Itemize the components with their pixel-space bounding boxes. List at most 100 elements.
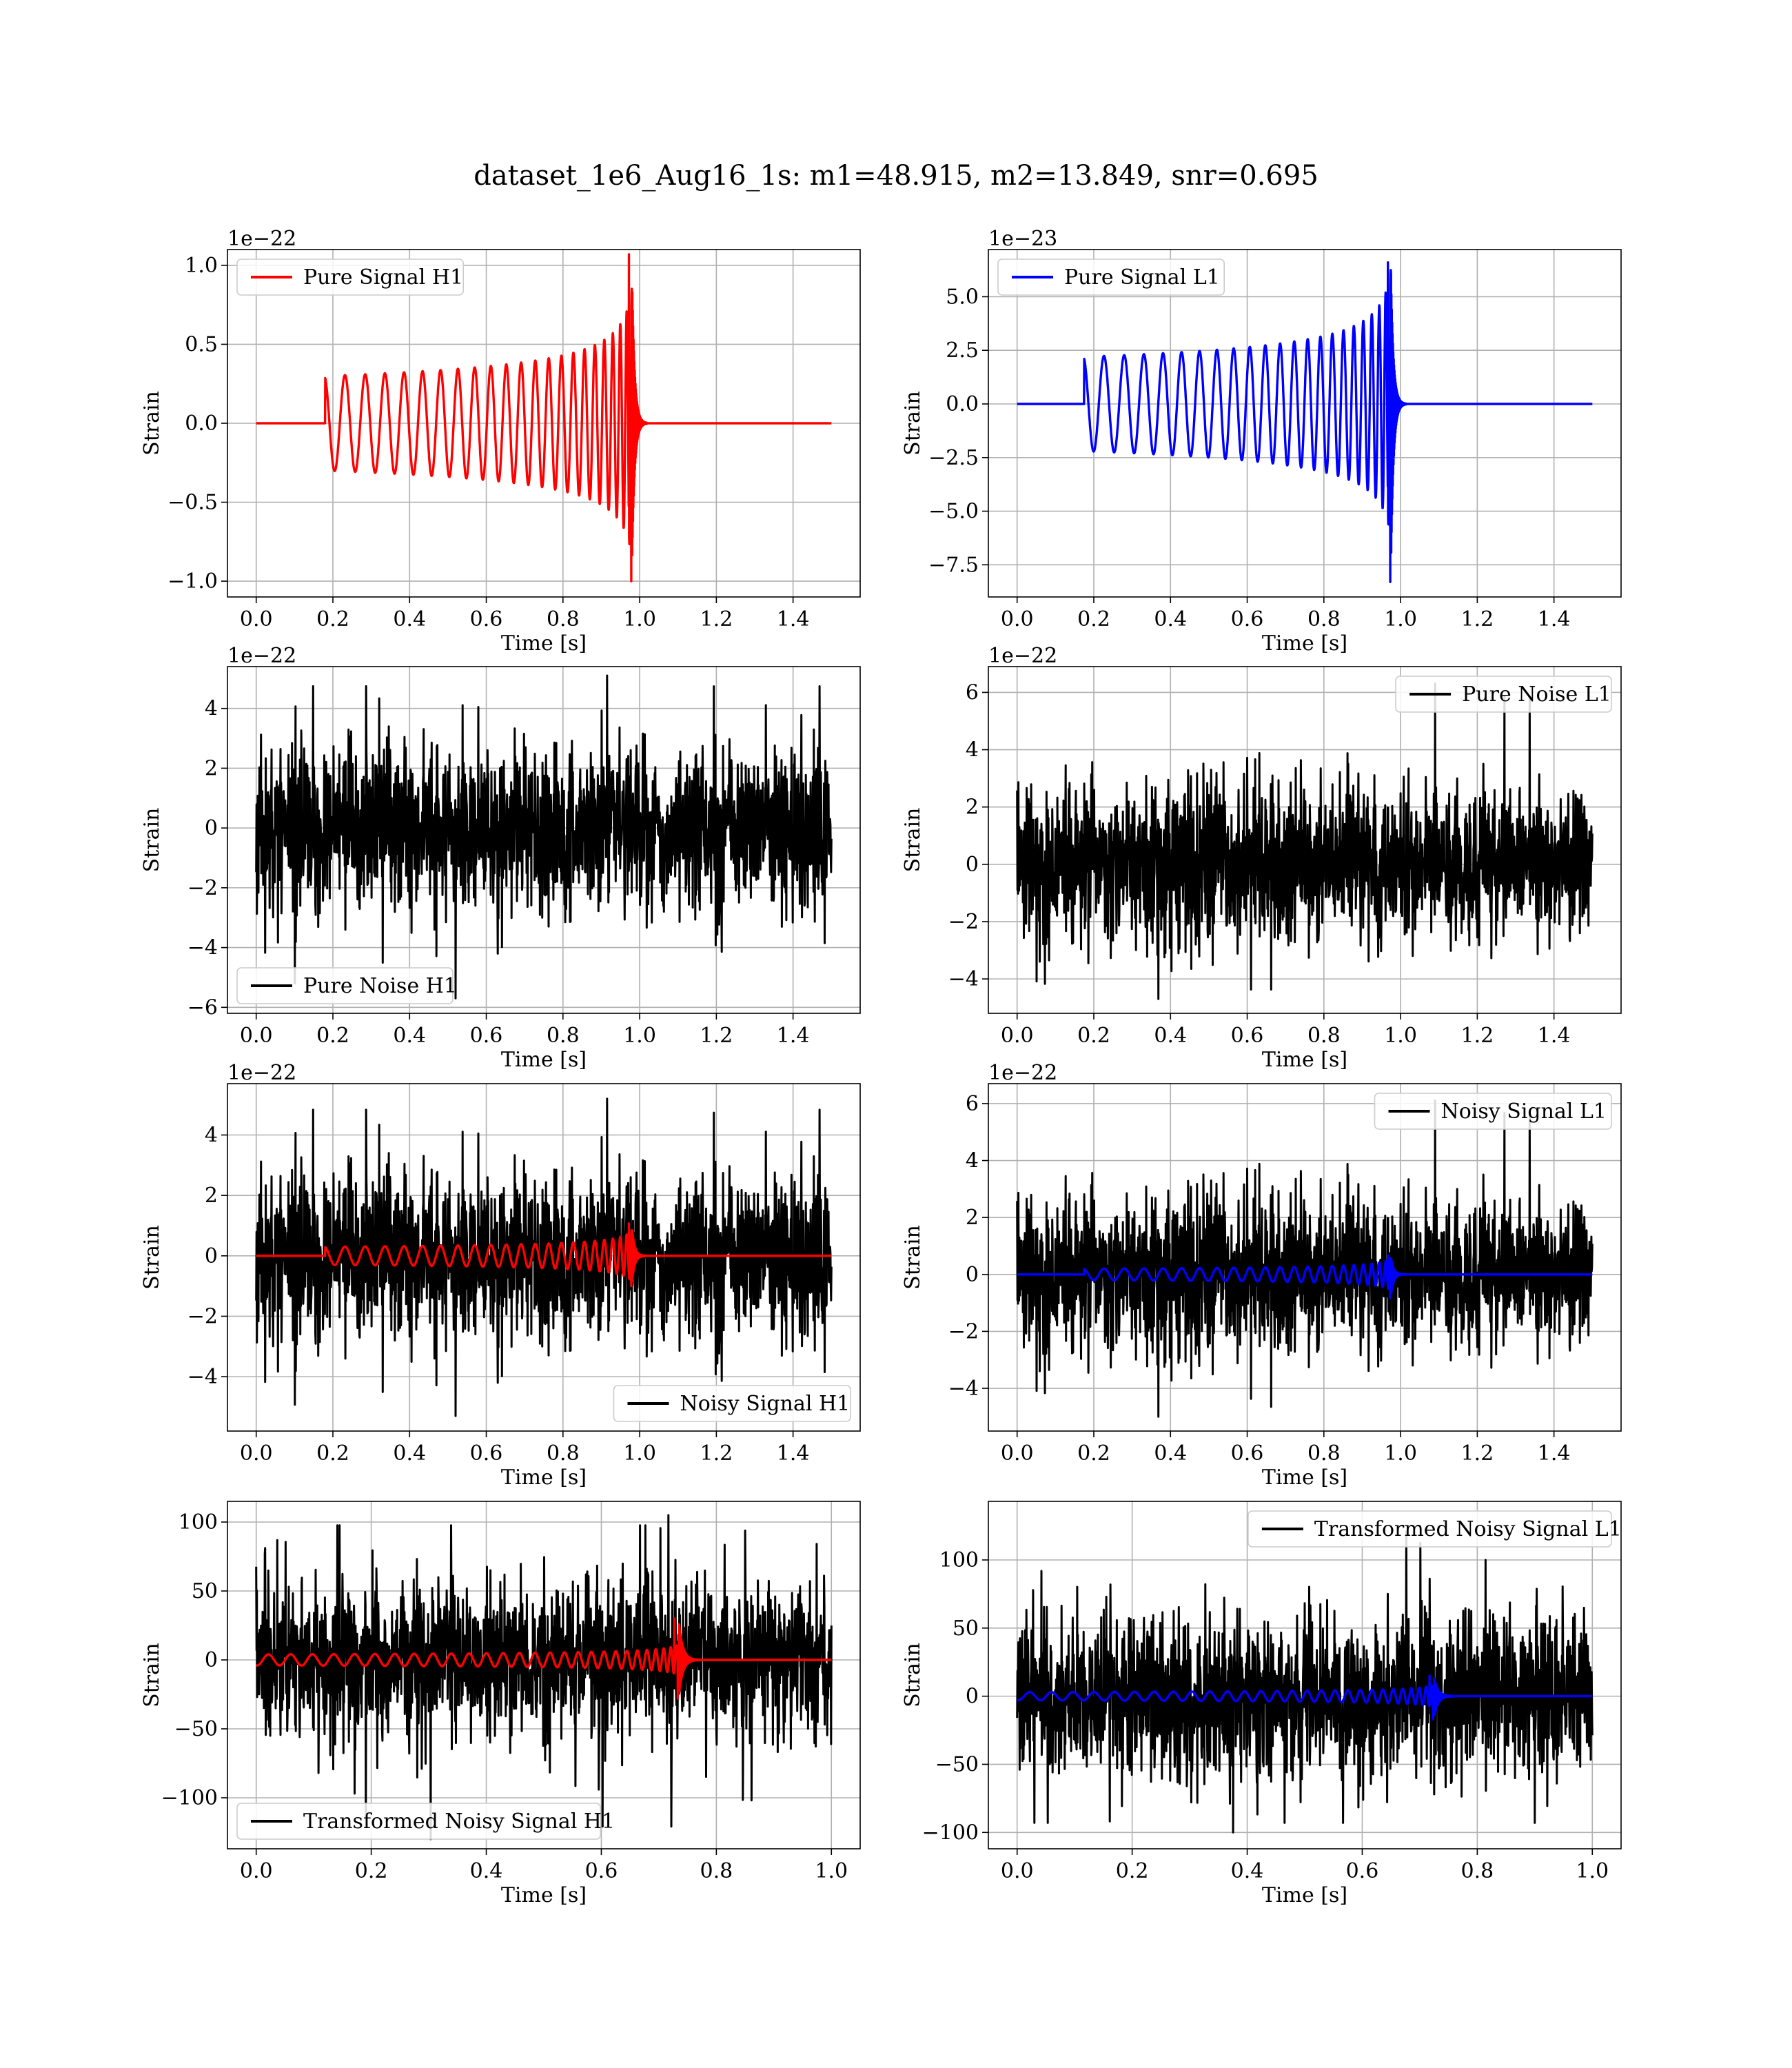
x-tick-label: 1.0 (1576, 1859, 1609, 1883)
legend-label: Pure Noise L1 (1462, 682, 1611, 707)
y-tick-label: −4 (187, 936, 218, 960)
x-tick-label: 1.2 (700, 1441, 733, 1466)
y-tick-label: −2 (187, 1304, 218, 1328)
legend-box (236, 1803, 601, 1840)
x-axis-label: Time [s] (1262, 1048, 1347, 1072)
x-tick-label: 0.6 (585, 1859, 618, 1883)
chart-panel-1: 0.0 0.2 0.4 0.6 0.8 1.0 1.2 1.4 −7.5 −5.0 −2.5 0.0 2… (901, 227, 1622, 656)
axis-offset-text: 1e−22 (227, 227, 296, 251)
y-tick-label: −1.0 (167, 569, 218, 594)
legend-label: Transformed Noisy Signal L1 (1314, 1517, 1622, 1541)
y-tick-label: 6 (966, 1092, 979, 1116)
y-tick-label: −7.5 (928, 553, 979, 577)
y-tick-label: −0.5 (167, 491, 218, 515)
x-tick-label: 0.0 (1001, 1441, 1034, 1466)
x-tick-label: 1.4 (777, 607, 810, 631)
x-tick-label: 1.4 (1538, 607, 1571, 631)
legend: Pure Noise L1 (1395, 676, 1612, 713)
y-tick-label: −4 (948, 967, 979, 991)
chart-panel-4: 0.0 0.2 0.4 0.6 0.8 1.0 1.2 1.4 −4 −2 0 2 4 Time [s] S… (140, 1061, 861, 1490)
y-tick-label: −100 (922, 1821, 979, 1845)
y-tick-label: 100 (179, 1510, 218, 1534)
x-tick-label: 0.8 (1461, 1859, 1494, 1883)
x-tick-label: 1.2 (700, 1024, 733, 1048)
x-tick-label: 1.0 (623, 1024, 656, 1048)
series-line-noisy-signal-h1 (255, 1097, 833, 1417)
axis-offset-text: 1e−22 (988, 644, 1057, 668)
y-tick-label: −2 (187, 876, 218, 900)
x-tick-label: 1.0 (1384, 1441, 1417, 1466)
x-tick-label: 0.4 (393, 1024, 426, 1048)
axes-frame (988, 1083, 1622, 1432)
y-tick-label: 5.0 (946, 285, 979, 309)
y-tick-label: 0 (966, 1685, 979, 1709)
x-axis-label: Time [s] (1262, 1466, 1347, 1490)
x-tick-label: 1.0 (623, 607, 656, 631)
series-line-chirp-overlay (255, 1222, 833, 1288)
axes-frame (988, 666, 1622, 1014)
y-tick-label: −2.5 (928, 446, 979, 470)
x-tick-label: 0.4 (1231, 1859, 1264, 1883)
x-axis-label: Time [s] (1262, 631, 1347, 656)
x-axis-label: Time [s] (1262, 1883, 1347, 1907)
x-tick-label: 0.6 (470, 607, 503, 631)
series-line-transformed-noisy-signal-l1 (1016, 1530, 1594, 1834)
x-tick-label: 0.4 (1154, 607, 1187, 631)
y-axis-label: Strain (901, 391, 925, 456)
x-tick-label: 0.0 (240, 1441, 273, 1466)
y-tick-label: 2 (966, 795, 979, 820)
y-tick-label: −100 (161, 1786, 218, 1810)
figure-title: dataset_1e6_Aug16_1s: m1=48.915, m2=13.8… (474, 160, 1318, 192)
series-line-chirp-overlay (1016, 1674, 1594, 1721)
x-tick-label: 0.6 (470, 1024, 503, 1048)
legend-label: Noisy Signal H1 (680, 1392, 851, 1416)
series-line-chirp-overlay (255, 1617, 833, 1700)
legend-label: Noisy Signal L1 (1441, 1099, 1607, 1124)
x-tick-label: 0.8 (1307, 607, 1341, 631)
y-tick-label: 50 (953, 1616, 979, 1641)
y-tick-label: 2 (966, 1206, 979, 1230)
x-tick-label: 1.2 (700, 607, 733, 631)
chart-panel-5: 0.0 0.2 0.4 0.6 0.8 1.0 1.2 1.4 −4 −2 0 2 4 6 Time [s]… (901, 1061, 1622, 1490)
legend: Noisy Signal L1 (1374, 1093, 1612, 1130)
x-tick-label: 0.0 (1001, 1859, 1034, 1883)
x-tick-label: 0.8 (1307, 1024, 1341, 1048)
x-tick-label: 1.0 (623, 1441, 656, 1466)
y-tick-label: −50 (174, 1717, 218, 1741)
x-tick-label: 0.6 (1231, 607, 1264, 631)
y-tick-label: 2.5 (946, 338, 979, 363)
y-tick-label: 4 (205, 697, 218, 721)
x-tick-label: 0.6 (470, 1441, 503, 1466)
x-tick-label: 0.4 (393, 607, 426, 631)
x-tick-label: 0.2 (1077, 1024, 1110, 1048)
y-tick-label: 1.0 (185, 254, 218, 278)
axes-frame (988, 249, 1622, 598)
x-tick-label: 0.2 (316, 607, 349, 631)
y-tick-label: 0 (205, 1244, 218, 1268)
y-tick-label: 0 (205, 816, 218, 840)
y-axis-label: Strain (140, 1643, 164, 1707)
chart-panel-7: 0.0 0.2 0.4 0.6 0.8 1.0 −100 −50 0 50 100 Time [s] S… (901, 1501, 1622, 1907)
legend-box (236, 967, 454, 1004)
y-tick-label: 2 (205, 1184, 218, 1208)
series-line-pure-noise-l1 (1016, 682, 1594, 1000)
x-tick-label: 0.4 (1154, 1024, 1187, 1048)
y-tick-label: −4 (948, 1377, 979, 1401)
x-tick-label: 0.2 (316, 1441, 349, 1466)
series-line-pure-signal-h1 (255, 253, 833, 582)
x-tick-label: 0.0 (240, 1859, 273, 1883)
y-tick-label: 0.5 (185, 332, 218, 356)
axes-frame (988, 1501, 1622, 1849)
chart-panel-0: 0.0 0.2 0.4 0.6 0.8 1.0 1.2 1.4 −1.0 −0.5 0.0 0.5 1.… (140, 227, 861, 656)
y-tick-label: −2 (948, 1319, 979, 1344)
y-tick-label: 4 (966, 1149, 979, 1173)
legend-label: Transformed Noisy Signal H1 (303, 1810, 615, 1834)
legend: Transformed Noisy Signal H1 (236, 1803, 615, 1840)
legend-box (236, 258, 465, 296)
y-tick-label: 6 (966, 680, 979, 704)
y-tick-label: 4 (966, 738, 979, 762)
chart-panel-3: 0.0 0.2 0.4 0.6 0.8 1.0 1.2 1.4 −4 −2 0 2 4 6 Time [s]… (901, 644, 1622, 1072)
x-tick-label: 1.0 (815, 1859, 848, 1883)
y-tick-label: −50 (935, 1752, 979, 1776)
